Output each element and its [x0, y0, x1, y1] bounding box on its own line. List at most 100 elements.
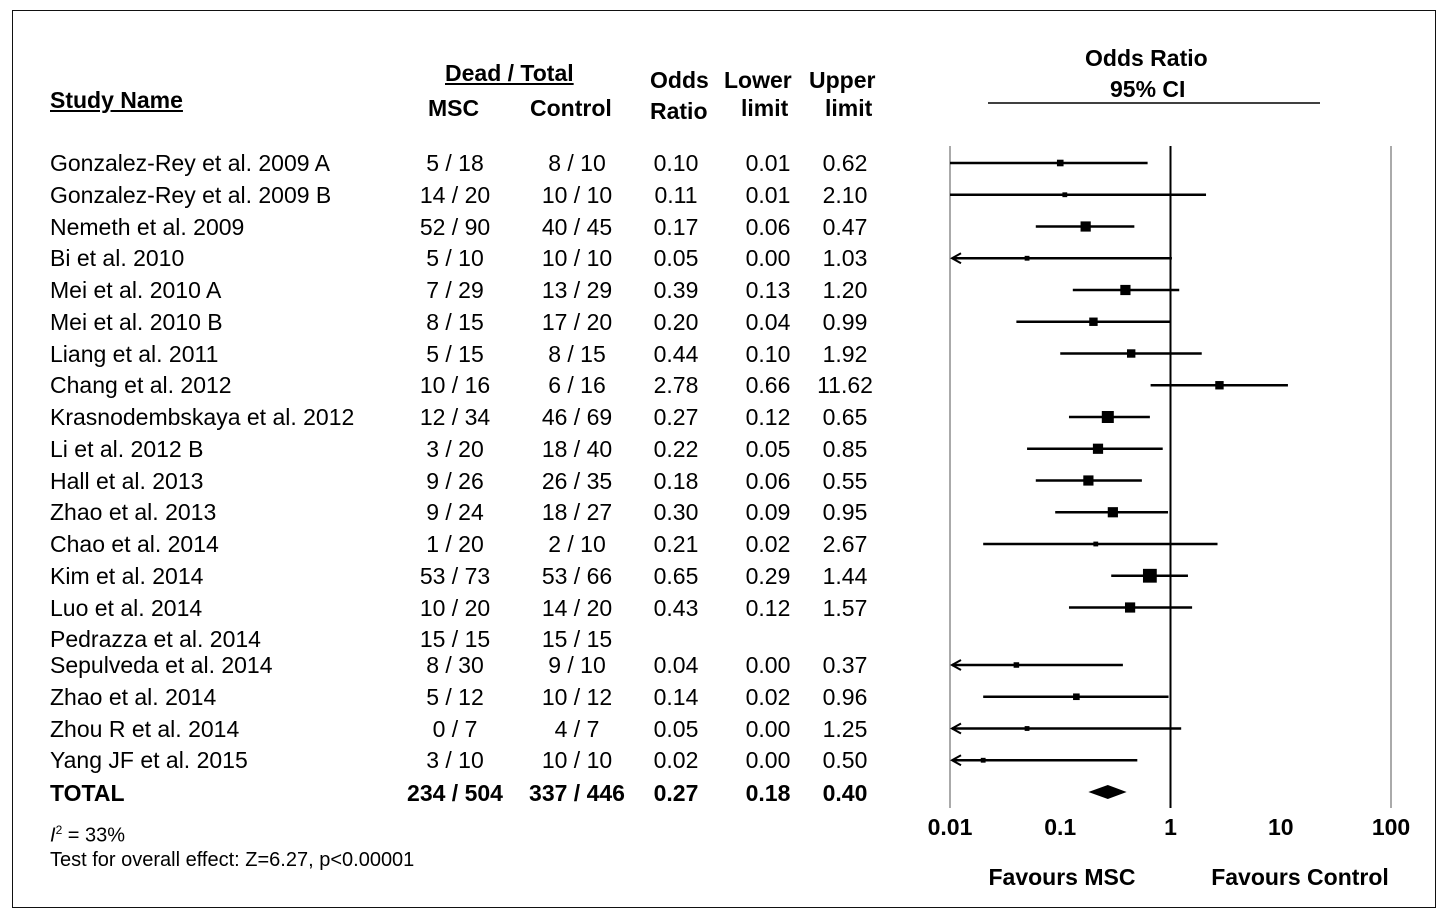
- table-row: Bi et al. 2010 5 / 10 10 / 10 0.05 0.00 1.03: [0, 243, 900, 273]
- table-row: Chao et al. 2014 1 / 20 2 / 10 0.21 0.02 2.67: [0, 529, 900, 559]
- x-tick-label: 0.01: [928, 814, 973, 840]
- header-dead-total: Dead / Total: [445, 60, 574, 86]
- table-row: Krasnodembskaya et al. 2012 12 / 34 46 / 6…: [0, 402, 900, 432]
- total-lower: 0.18: [745, 780, 791, 806]
- total-or: 0.27: [653, 780, 699, 806]
- header-odds: Odds: [650, 67, 709, 93]
- lower-limit: 0.01: [745, 150, 791, 176]
- x-tick-label: 0.1: [1044, 814, 1076, 840]
- heterogeneity: I2 = 33%: [50, 818, 125, 848]
- figure-frame: [12, 10, 1436, 908]
- upper-limit: 0.99: [822, 308, 868, 335]
- control-dead-total: 10 / 12: [541, 683, 613, 710]
- study-name: Bi et al. 2010: [50, 245, 185, 272]
- upper-limit: 1.44: [822, 562, 868, 589]
- x-tick-label: 100: [1372, 814, 1410, 840]
- upper-limit: 1.92: [822, 340, 868, 367]
- table-row: Liang et al. 2011 5 / 15 8 / 15 0.44 0.10 1.9…: [0, 339, 900, 369]
- upper-limit: 0.85: [822, 435, 868, 462]
- header-lower: Lower: [724, 67, 792, 93]
- msc-dead-total: 53 / 73: [419, 562, 491, 589]
- header-lower-limit: limit: [741, 95, 789, 121]
- upper-limit: 0.47: [822, 213, 868, 240]
- msc-dead-total: 5 / 18: [426, 150, 484, 176]
- control-dead-total: 10 / 10: [541, 181, 613, 208]
- msc-dead-total: 14 / 20: [419, 181, 491, 208]
- control-dead-total: 53 / 66: [541, 562, 613, 589]
- lower-limit: 0.05: [745, 435, 791, 462]
- table-row: Yang JF et al. 2015 3 / 10 10 / 10 0.02 0.00…: [0, 745, 900, 775]
- upper-limit: 0.95: [822, 499, 868, 526]
- study-name: Li et al. 2012 B: [50, 435, 204, 462]
- study-name: Pedrazza et al. 2014: [50, 626, 261, 652]
- lower-limit: 0.01: [745, 181, 791, 208]
- point-estimate: [1215, 381, 1224, 390]
- study-name: Gonzalez-Rey et al. 2009 B: [50, 181, 332, 208]
- odds-ratio: 0.17: [653, 213, 699, 240]
- point-estimate: [1024, 726, 1030, 731]
- msc-dead-total: 9 / 26: [426, 467, 484, 494]
- total-control: 337 / 446: [529, 780, 625, 806]
- upper-limit: 2.10: [822, 181, 868, 208]
- control-dead-total: 26 / 35: [541, 467, 613, 494]
- lower-limit: 0.02: [745, 683, 791, 710]
- total-upper: 0.40: [822, 780, 868, 806]
- study-name: Yang JF et al. 2015: [50, 747, 248, 774]
- table-row: Hall et al. 2013 9 / 26 26 / 35 0.18 0.06 0.5…: [0, 466, 900, 496]
- odds-ratio: 0.02: [653, 747, 699, 774]
- odds-ratio: 0.30: [653, 499, 699, 526]
- header-upper: Upper: [809, 67, 876, 93]
- point-estimate: [1089, 317, 1098, 326]
- msc-dead-total: 8 / 15: [426, 308, 484, 335]
- point-estimate: [1062, 192, 1068, 198]
- lower-limit: 0.00: [745, 715, 791, 742]
- lower-limit: 0.29: [745, 562, 791, 589]
- study-name: Liang et al. 2011: [50, 340, 219, 367]
- total-diamond: [1088, 785, 1127, 799]
- odds-ratio: 0.65: [653, 562, 699, 589]
- x-tick-label: 1: [1164, 814, 1177, 840]
- point-estimate: [1124, 602, 1136, 613]
- table-row: Zhou R et al. 2014 0 / 7 4 / 7 0.05 0.00 1.25: [0, 714, 900, 744]
- upper-limit: 11.62: [817, 372, 873, 399]
- upper-limit: 0.37: [822, 652, 868, 678]
- odds-ratio: 0.10: [653, 150, 699, 176]
- control-dead-total: 13 / 29: [541, 277, 613, 303]
- point-estimate: [1013, 662, 1020, 668]
- odds-ratio: 0.21: [653, 531, 699, 557]
- upper-limit: 0.50: [822, 747, 868, 774]
- control-dead-total: 46 / 69: [541, 404, 613, 430]
- point-estimate: [980, 757, 986, 763]
- point-estimate: [1120, 284, 1131, 296]
- study-name: Krasnodembskaya et al. 2012: [50, 404, 355, 430]
- point-estimate: [1080, 221, 1091, 232]
- odds-ratio: 0.18: [653, 467, 699, 494]
- favours-msc-label: Favours MSC: [989, 864, 1136, 890]
- upper-limit: 0.96: [822, 683, 868, 710]
- header-ratio: Ratio: [650, 98, 708, 124]
- header-control: Control: [530, 95, 612, 121]
- msc-dead-total: 3 / 20: [426, 435, 484, 462]
- upper-limit: 2.67: [822, 531, 868, 557]
- upper-limit: 0.65: [822, 404, 868, 430]
- point-estimate: [1024, 255, 1030, 261]
- upper-limit: 1.20: [822, 277, 868, 303]
- control-dead-total: 40 / 45: [541, 213, 613, 240]
- control-dead-total: 18 / 40: [541, 435, 613, 462]
- plot-subtitle: 95% CI: [1110, 76, 1186, 102]
- msc-dead-total: 9 / 24: [426, 499, 484, 526]
- odds-ratio: 0.14: [653, 683, 699, 710]
- header-upper-limit: limit: [825, 95, 873, 121]
- msc-dead-total: 5 / 10: [426, 245, 484, 272]
- odds-ratio: 0.20: [653, 308, 699, 335]
- msc-dead-total: 1 / 20: [426, 531, 484, 557]
- msc-dead-total: 12 / 34: [419, 404, 491, 430]
- point-estimate: [1083, 475, 1094, 486]
- total-label: TOTAL: [50, 780, 125, 806]
- lower-limit: 0.06: [745, 467, 791, 494]
- table-row: Li et al. 2012 B 3 / 20 18 / 40 0.22 0.05 0.8…: [0, 434, 900, 464]
- odds-ratio: 0.27: [653, 404, 699, 430]
- study-name: Luo et al. 2014: [50, 594, 203, 621]
- table-row: Nemeth et al. 2009 52 / 90 40 / 45 0.17 0.06…: [0, 212, 900, 242]
- study-name: Zhao et al. 2014: [50, 683, 217, 710]
